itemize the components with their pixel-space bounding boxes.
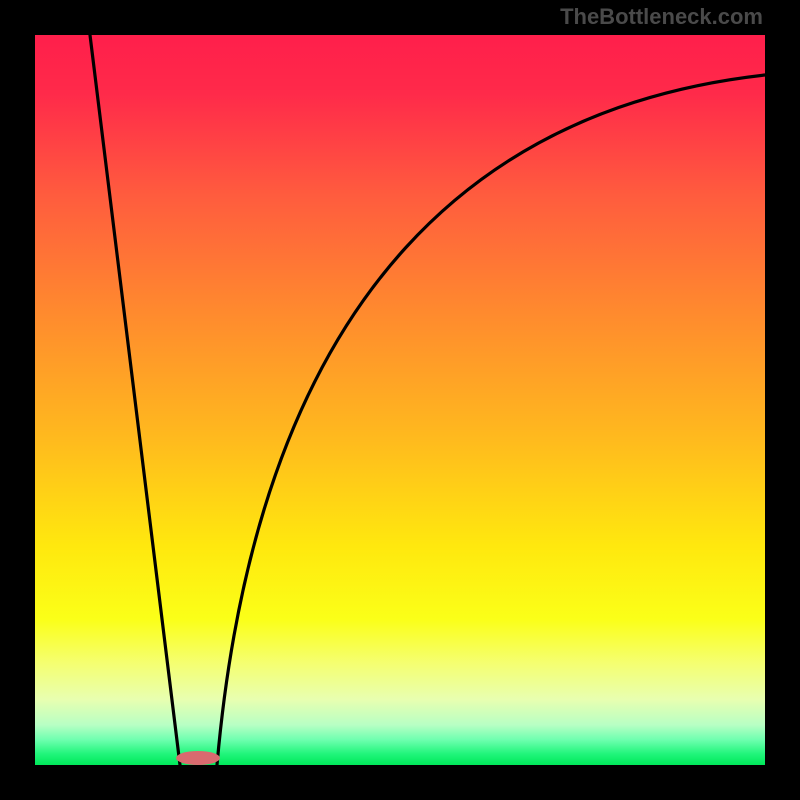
plot-area (35, 35, 765, 765)
watermark-text: TheBottleneck.com (560, 4, 763, 30)
bottleneck-curves (35, 35, 765, 765)
right-saturation-curve (217, 75, 765, 765)
left-descent-line (90, 35, 180, 765)
sweet-spot-marker (176, 751, 220, 765)
chart-frame: TheBottleneck.com (0, 0, 800, 800)
